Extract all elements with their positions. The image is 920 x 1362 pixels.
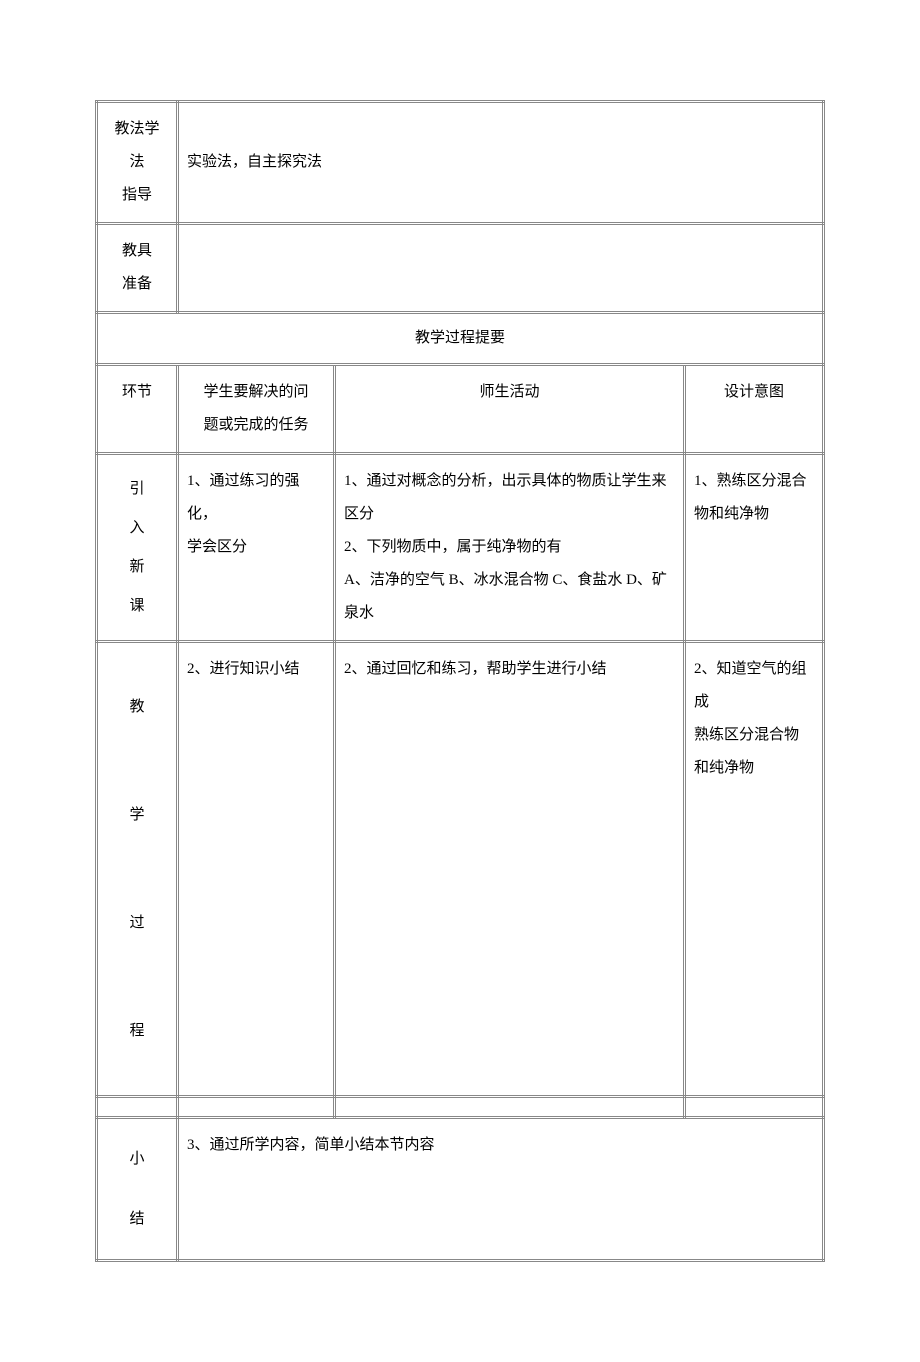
text: 指导: [122, 187, 152, 203]
page: 教法学 法 指导 实验法，自主探究法 教具 准备 教学过程提要: [0, 0, 920, 1362]
row-prep: 教具 准备: [97, 224, 824, 313]
text: 法: [129, 154, 144, 170]
text: 2、通过回忆和练习，帮助学生进行小结: [344, 661, 607, 677]
label-summary: 小 结: [97, 1118, 178, 1261]
text: 物和纯净物: [694, 506, 769, 522]
text: 教: [106, 653, 168, 761]
cell-intro-activity: 1、通过对概念的分析，出示具体的物质让学生来 区分 2、下列物质中，属于纯净物的…: [335, 454, 685, 642]
text: 课: [106, 587, 168, 626]
text: 实验法，自主探究法: [187, 154, 322, 170]
spacer-cell-2: [178, 1097, 335, 1118]
text: 区分: [344, 506, 374, 522]
text: 2、知道空气的组: [694, 661, 807, 677]
cell-teach-activity: 2、通过回忆和练习，帮助学生进行小结: [335, 642, 685, 1097]
cell-intro-intent: 1、熟练区分混合 物和纯净物: [685, 454, 824, 642]
text: 和纯净物: [694, 760, 754, 776]
text: A、洁净的空气 B、冰水混合物 C、食盐水 D、矿: [344, 572, 667, 588]
text: 熟练区分混合物: [694, 727, 799, 743]
text: 3、通过所学内容，简单小结本节内容: [187, 1137, 435, 1153]
text: 程: [106, 977, 168, 1085]
label-intro: 引 入 新 课: [97, 454, 178, 642]
cell-teach-intent: 2、知道空气的组 成 熟练区分混合物 和纯净物: [685, 642, 824, 1097]
text: 泉水: [344, 605, 374, 621]
text: 设计意图: [724, 384, 784, 400]
text: 学生要解决的问: [203, 384, 308, 400]
row-teach: 教 学 过 程 2、进行知识小结 2、通过回忆和练习，帮助学生进行小结 2、知道…: [97, 642, 824, 1097]
row-column-headers: 环节 学生要解决的问 题或完成的任务 师生活动 设计意图: [97, 365, 824, 454]
text: 2、进行知识小结: [187, 661, 300, 677]
text: 教法学: [114, 121, 159, 137]
text: 1、通过对概念的分析，出示具体的物质让学生来: [344, 473, 667, 489]
row-spacer: [97, 1097, 824, 1118]
text: 成: [694, 694, 709, 710]
row-intro: 引 入 新 课 1、通过练习的强化， 学会区分 1、通过对概念的分析，出示具体的…: [97, 454, 824, 642]
header-col3: 师生活动: [335, 365, 685, 454]
header-col1: 环节: [97, 365, 178, 454]
text: 准备: [122, 276, 152, 292]
text: 1、通过练习的强化，: [187, 473, 300, 522]
text: 小: [106, 1129, 168, 1189]
text: 教学过程提要: [415, 330, 505, 346]
cell-methods-content: 实验法，自主探究法: [178, 102, 824, 224]
text: 环节: [122, 384, 152, 400]
spacer-cell-4: [685, 1097, 824, 1118]
lesson-plan-table: 教法学 法 指导 实验法，自主探究法 教具 准备 教学过程提要: [95, 100, 825, 1262]
text: 教具: [122, 243, 152, 259]
label-teach: 教 学 过 程: [97, 642, 178, 1097]
text: 学: [106, 761, 168, 869]
label-prep: 教具 准备: [97, 224, 178, 313]
cell-prep-content: [178, 224, 824, 313]
header-col4: 设计意图: [685, 365, 824, 454]
text: 新: [106, 548, 168, 587]
label-methods: 教法学 法 指导: [97, 102, 178, 224]
text: 题或完成的任务: [203, 417, 308, 433]
cell-summary-content: 3、通过所学内容，简单小结本节内容: [178, 1118, 824, 1261]
spacer-cell-1: [97, 1097, 178, 1118]
text: 1、熟练区分混合: [694, 473, 807, 489]
row-summary: 小 结 3、通过所学内容，简单小结本节内容: [97, 1118, 824, 1261]
text: 过: [106, 869, 168, 977]
spacer-cell-3: [335, 1097, 685, 1118]
header-col2: 学生要解决的问 题或完成的任务: [178, 365, 335, 454]
cell-process-header: 教学过程提要: [97, 313, 824, 365]
cell-teach-task: 2、进行知识小结: [178, 642, 335, 1097]
text: 学会区分: [187, 539, 247, 555]
text: 师生活动: [479, 384, 539, 400]
row-process-header: 教学过程提要: [97, 313, 824, 365]
text: 入: [106, 509, 168, 548]
cell-intro-task: 1、通过练习的强化， 学会区分: [178, 454, 335, 642]
text: 2、下列物质中，属于纯净物的有: [344, 539, 562, 555]
text: 结: [106, 1189, 168, 1249]
text: 引: [106, 470, 168, 509]
row-methods: 教法学 法 指导 实验法，自主探究法: [97, 102, 824, 224]
